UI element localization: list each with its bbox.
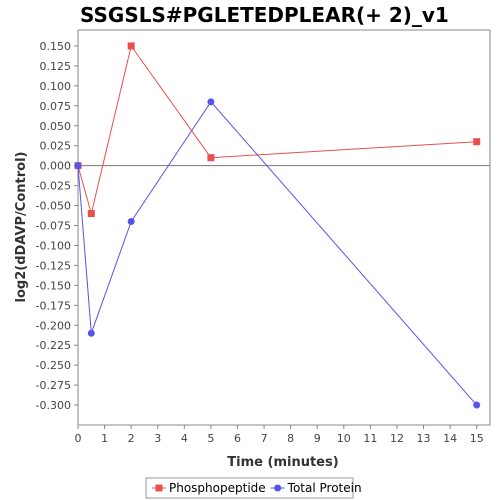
- x-tick-label: 3: [154, 432, 161, 445]
- x-tick-label: 2: [128, 432, 135, 445]
- x-tick-label: 13: [417, 432, 431, 445]
- legend-item: Phosphopeptide: [152, 481, 266, 495]
- y-axis-label: log2(dDAVP/Control): [14, 152, 29, 303]
- y-tick-label: -0.025: [36, 180, 71, 193]
- y-tick-label: -0.200: [36, 319, 71, 332]
- legend-marker: [274, 484, 282, 492]
- chart-title: SSGSLS#PGLETEDPLEAR(+ 2)_v1: [80, 3, 449, 27]
- y-tick-label: 0.000: [40, 160, 72, 173]
- legend: Phosphopeptide Total Protein: [145, 477, 362, 499]
- series-total-protein: [74, 98, 481, 409]
- legend-box: [145, 477, 354, 499]
- y-tick-label: -0.225: [36, 339, 71, 352]
- y-tick-label: 0.150: [40, 40, 72, 53]
- x-tick-label: 14: [443, 432, 457, 445]
- legend-marker: [155, 484, 163, 492]
- plot-area: [77, 29, 491, 426]
- x-tick-label: 12: [390, 432, 404, 445]
- data-point: [127, 42, 135, 50]
- x-tick-label: 6: [234, 432, 241, 445]
- y-tick-label: 0.075: [40, 100, 72, 113]
- x-tick-label: 1: [101, 432, 108, 445]
- x-tick-label: 10: [337, 432, 351, 445]
- y-tick-label: -0.300: [36, 399, 71, 412]
- legend-item: Total Protein: [270, 481, 362, 495]
- data-point: [473, 401, 481, 409]
- data-point: [207, 98, 215, 106]
- y-tick-label: -0.150: [36, 279, 71, 292]
- data-point: [127, 218, 135, 226]
- y-tick-label: -0.250: [36, 359, 71, 372]
- y-tick-label: -0.075: [36, 220, 71, 233]
- x-tick-label: 8: [287, 432, 294, 445]
- data-point: [74, 162, 82, 170]
- data-point: [87, 210, 95, 218]
- y-tick-label: 0.125: [40, 60, 72, 73]
- data-point: [87, 329, 95, 337]
- y-tick-label: -0.275: [36, 379, 71, 392]
- legend-label: Phosphopeptide: [169, 481, 266, 495]
- data-point: [207, 154, 215, 162]
- x-tick-label: 0: [75, 432, 82, 445]
- y-tick-label: -0.100: [36, 239, 71, 252]
- y-tick-label: 0.025: [40, 140, 72, 153]
- x-tick-label: 7: [261, 432, 268, 445]
- x-tick-label: 4: [181, 432, 188, 445]
- y-tick-label: -0.125: [36, 259, 71, 272]
- x-axis-label: Time (minutes): [227, 455, 338, 470]
- x-tick-label: 11: [363, 432, 377, 445]
- y-tick-label: -0.050: [36, 200, 71, 213]
- x-tick-label: 9: [314, 432, 321, 445]
- y-tick-label: 0.050: [40, 120, 72, 133]
- y-tick-label: -0.175: [36, 299, 71, 312]
- x-tick-label: 5: [207, 432, 214, 445]
- legend-label: Total Protein: [287, 481, 362, 495]
- x-tick-label: 15: [470, 432, 484, 445]
- y-tick-label: 0.100: [40, 80, 72, 93]
- data-point: [473, 138, 481, 146]
